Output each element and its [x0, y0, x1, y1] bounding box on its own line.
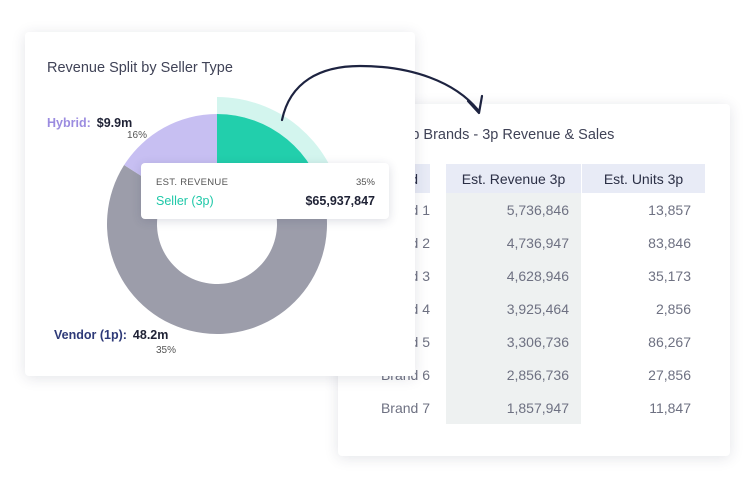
tooltip-series: Seller (3p): [156, 194, 214, 208]
cell-revenue: 4,628,946: [446, 259, 581, 292]
revenue-split-card: Revenue Split by Seller Type Hybrid: $9.9…: [25, 32, 415, 376]
cell-units: 35,173: [648, 267, 691, 284]
cell-units: 27,856: [648, 366, 691, 383]
tooltip-header: EST. REVENUE: [156, 177, 229, 188]
table-row[interactable]: Brand 7 1,857,947 11,847: [338, 391, 718, 424]
vendor-label: Vendor (1p): 48.2m: [54, 328, 168, 342]
cell-units: 11,847: [649, 399, 691, 416]
cell-revenue: 1,857,947: [446, 391, 581, 424]
slice-vendor-1p[interactable]: [107, 165, 327, 334]
cell-revenue: 3,925,464: [446, 292, 581, 325]
cell-units: 13,857: [648, 201, 691, 218]
cell-revenue: 4,736,947: [446, 226, 581, 259]
cell-units: 2,856: [655, 300, 691, 317]
cell-units: 86,267: [648, 333, 691, 350]
hybrid-pct: 16%: [127, 130, 148, 141]
header-est-units[interactable]: Est. Units 3p: [582, 164, 705, 193]
hybrid-value: $9.9m: [96, 116, 133, 130]
hybrid-label: Hybrid: $9.9m: [47, 116, 132, 130]
cell-revenue: 3,306,736: [446, 325, 581, 358]
tooltip-value: $65,937,847: [305, 194, 375, 208]
cell-revenue: 5,736,846: [446, 193, 581, 226]
donut-title: Revenue Split by Seller Type: [47, 60, 233, 76]
cell-brand: Brand 7: [380, 399, 430, 416]
tooltip-pct: 35%: [355, 177, 375, 188]
cell-units: 83,846: [648, 234, 691, 251]
header-est-revenue[interactable]: Est. Revenue 3p: [446, 164, 581, 193]
vendor-pct: 35%: [156, 345, 177, 356]
vendor-name: Vendor (1p):: [54, 328, 127, 342]
top-brands-card: Top Brands - 3p Revenue & Sales Brand Es…: [338, 104, 730, 456]
cell-revenue: 2,856,736: [446, 358, 581, 391]
chart-tooltip: EST. REVENUE 35% Seller (3p) $65,937,847: [141, 163, 389, 219]
hybrid-name: Hybrid:: [47, 116, 91, 130]
vendor-value: 48.2m: [132, 328, 169, 342]
table-title: Top Brands - 3p Revenue & Sales: [396, 127, 615, 143]
